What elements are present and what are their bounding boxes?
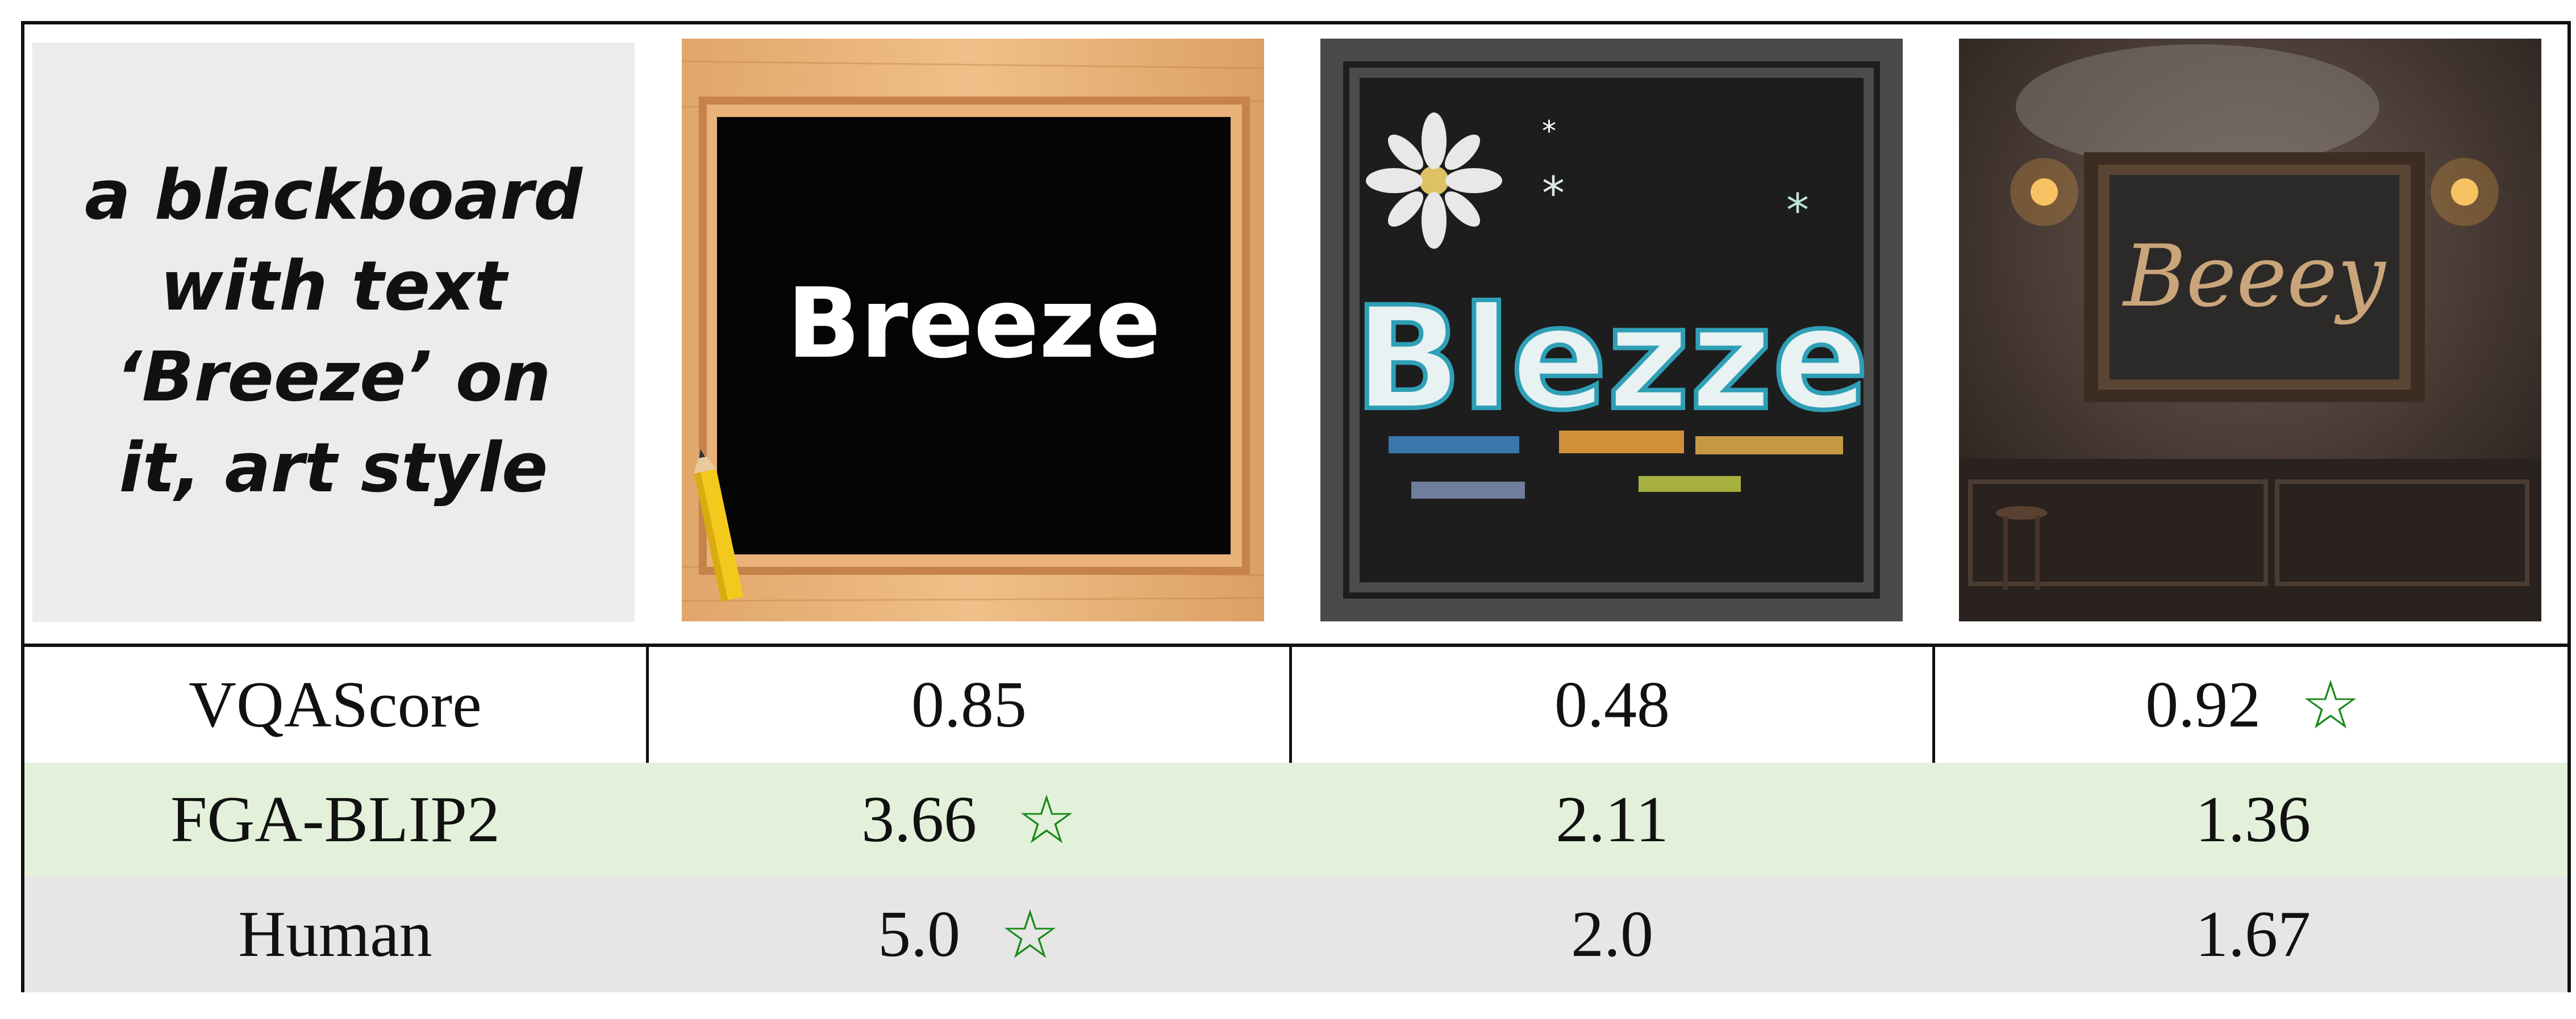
score-cell: 0.92 ☆ xyxy=(1935,647,2571,763)
metric-name: FGA-BLIP2 xyxy=(170,783,501,856)
prompt-text: a blackboard with text ‘Breeze’ on it, a… xyxy=(84,156,583,508)
generated-image-1: Breeze xyxy=(682,39,1264,621)
metric-name: Human xyxy=(238,897,432,971)
score-value: 1.36 xyxy=(2195,783,2311,856)
image-1-board-text: Breeze xyxy=(787,268,1161,380)
score-cell: 2.11 xyxy=(1292,763,1932,876)
score-value: 2.11 xyxy=(1556,783,1669,856)
prompt-panel: a blackboard with text ‘Breeze’ on it, a… xyxy=(32,43,635,622)
image-2-board-text: Blezze xyxy=(1354,276,1869,441)
score-cell: 0.48 xyxy=(1292,647,1932,763)
header-divider xyxy=(24,644,2567,647)
svg-text:*: * xyxy=(1786,184,1809,237)
score-cell: 2.0 xyxy=(1292,876,1932,992)
table-row: VQAScore 0.85 0.48 0.92 ☆ xyxy=(24,647,2567,763)
svg-text:*: * xyxy=(1542,167,1565,220)
best-star-icon: ☆ xyxy=(1016,780,1077,859)
score-value: 1.67 xyxy=(2195,897,2311,971)
image-3-board-text: Beeey xyxy=(2121,227,2387,326)
score-value: 0.92 xyxy=(2145,668,2261,741)
svg-text:*: * xyxy=(1542,115,1556,148)
score-cell: 1.67 xyxy=(1935,876,2571,992)
row-fga-background xyxy=(24,763,2567,876)
score-value: 3.66 xyxy=(861,783,977,856)
score-cell: 3.66 ☆ xyxy=(649,763,1289,876)
score-cell: 5.0 ☆ xyxy=(649,876,1289,992)
score-value: 5.0 xyxy=(878,897,961,971)
score-value: 0.85 xyxy=(911,668,1027,741)
table-row: Human 5.0 ☆ 2.0 1.67 xyxy=(24,876,2567,992)
best-star-icon: ☆ xyxy=(1000,895,1060,974)
generated-image-3: Beeey xyxy=(1959,39,2541,621)
table-row: FGA-BLIP2 3.66 ☆ 2.11 1.36 xyxy=(24,763,2567,876)
score-cell: 1.36 xyxy=(1935,763,2571,876)
score-value: 0.48 xyxy=(1554,668,1670,741)
generated-image-2: * * * Blezze xyxy=(1320,39,1903,621)
score-value: 2.0 xyxy=(1571,897,1653,971)
row-human-background xyxy=(24,876,2567,992)
comparison-figure: a blackboard with text ‘Breeze’ on it, a… xyxy=(21,21,2571,992)
score-cell: 0.85 xyxy=(649,647,1289,763)
metric-name: VQAScore xyxy=(189,668,482,741)
best-star-icon: ☆ xyxy=(2300,666,2361,744)
